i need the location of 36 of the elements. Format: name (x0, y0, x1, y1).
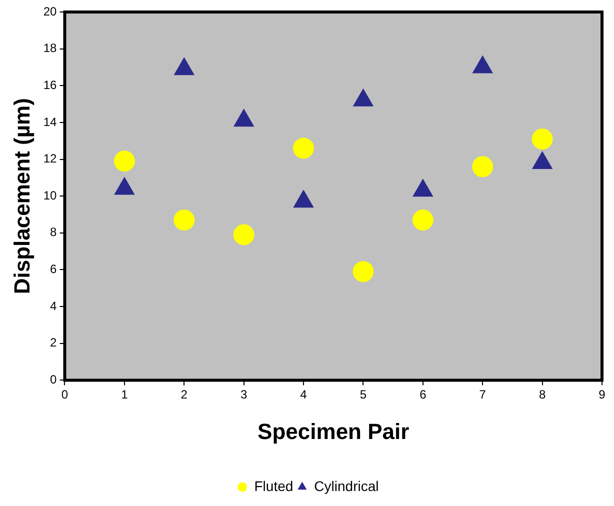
point (234, 109, 254, 127)
x-tick-label: 8 (538, 388, 546, 402)
y-tick-label: 20 (43, 4, 58, 18)
point (352, 261, 374, 282)
x-tick-label: 2 (180, 388, 188, 402)
x-tick-label: 5 (360, 388, 367, 402)
point (412, 210, 434, 231)
y-axis-title: Displacement (µm) (9, 98, 34, 294)
legend-label: Cylindrical (314, 478, 379, 494)
x-tick-label: 3 (240, 388, 248, 402)
y-tick-label: 6 (50, 262, 58, 276)
point (174, 210, 195, 231)
point (114, 150, 135, 172)
y-tick-label: 2 (50, 336, 58, 350)
y-tick-label: 16 (43, 78, 58, 92)
point (174, 58, 194, 76)
y-tick-label: 4 (50, 298, 58, 313)
point (233, 224, 254, 246)
x-tick-label: 6 (420, 388, 427, 402)
x-axis-title: Specimen Pair (258, 418, 410, 444)
x-tick-label: 4 (300, 388, 308, 402)
x-tick-label: 1 (121, 388, 128, 402)
x-tick-label: 9 (598, 388, 606, 402)
x-tick-label: 0 (61, 388, 68, 402)
y-tick-label: 12 (43, 152, 58, 166)
point (353, 88, 374, 106)
y-tick-label: 18 (43, 41, 58, 56)
y-tick-label: 10 (43, 188, 58, 202)
y-tick-label: 14 (43, 114, 58, 129)
legend-label: Fluted (254, 478, 294, 494)
point (472, 56, 493, 74)
y-tick-label: 8 (50, 225, 58, 240)
point (472, 156, 494, 178)
x-tick-label: 7 (479, 388, 486, 402)
point (293, 138, 314, 159)
y-tick-label: 0 (50, 372, 58, 387)
